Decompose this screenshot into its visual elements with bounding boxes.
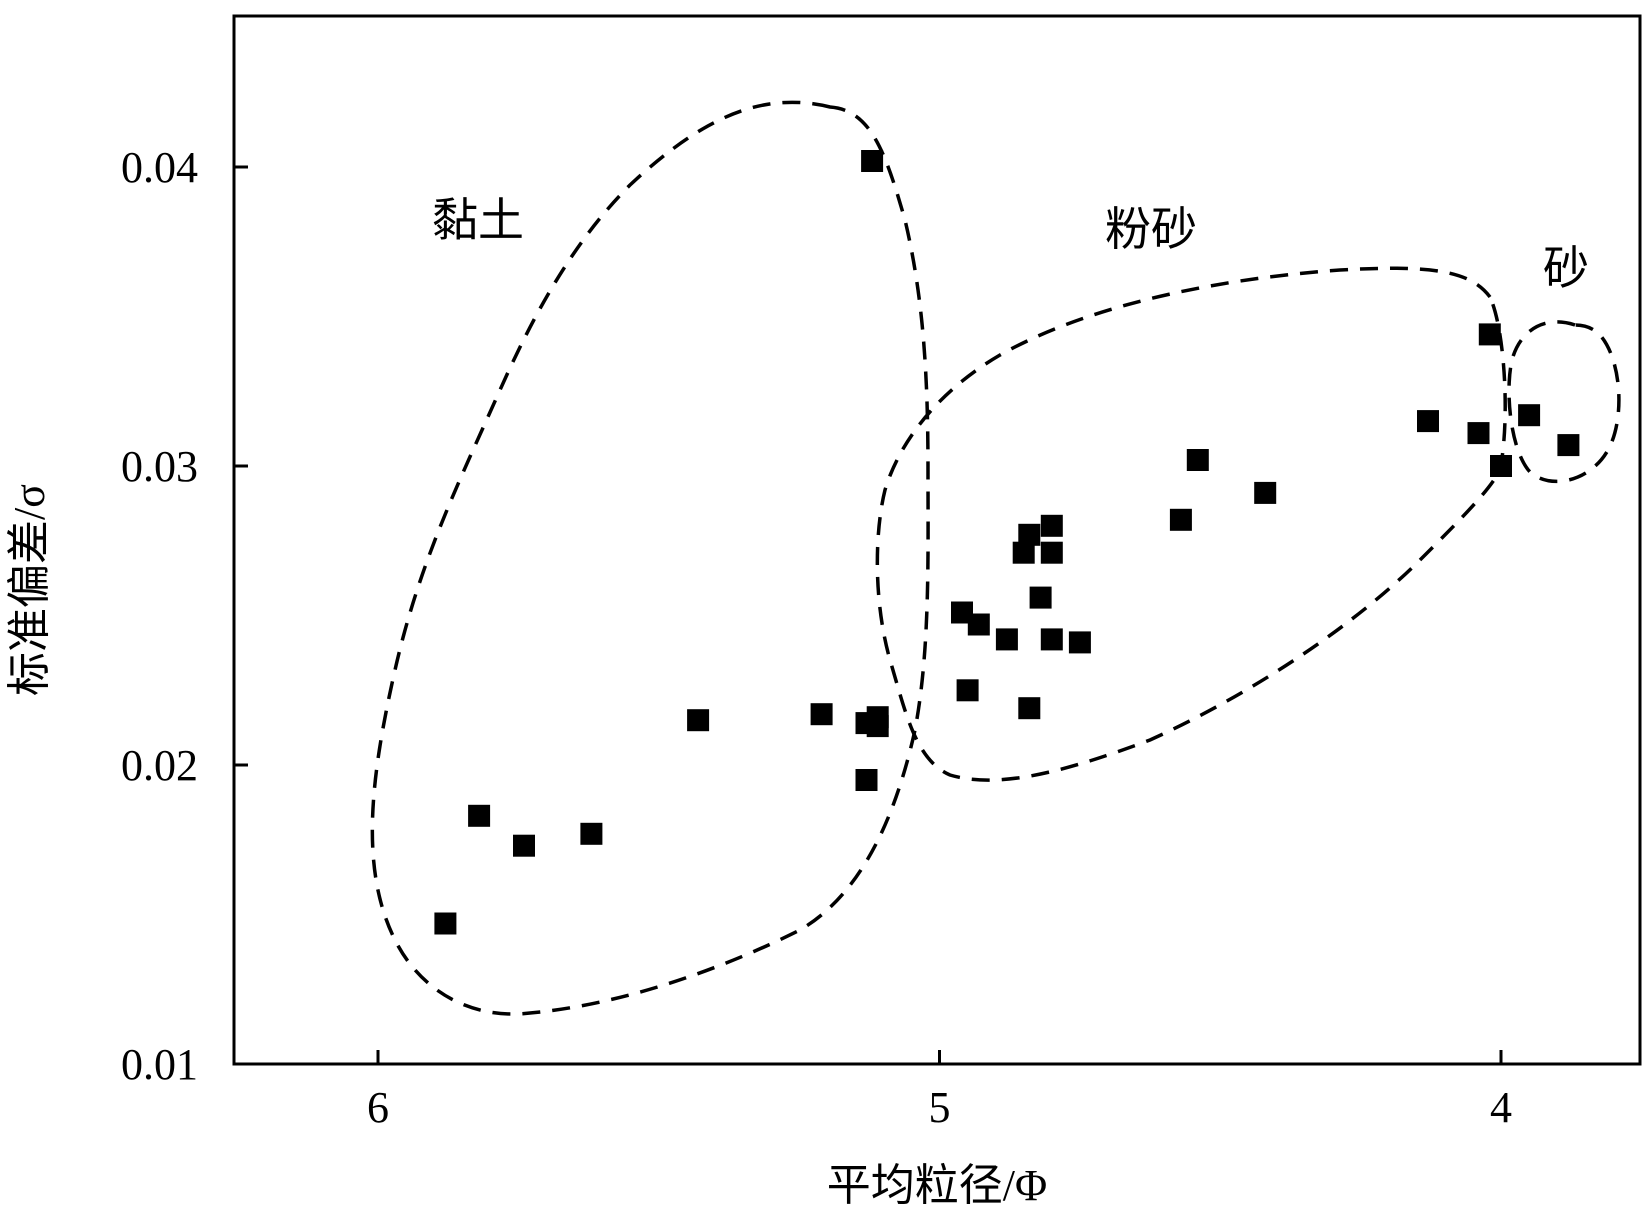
data-point xyxy=(1490,455,1512,477)
data-point xyxy=(1018,697,1041,720)
data-point xyxy=(1417,410,1439,433)
x-axis-label: 平均粒径/Φ xyxy=(827,1161,1047,1205)
data-point xyxy=(1467,422,1490,445)
y-axis-label: 标准偏差/σ xyxy=(5,484,54,696)
x-tick-label: 6 xyxy=(367,1083,389,1132)
data-point xyxy=(866,715,889,738)
data-point xyxy=(1518,404,1541,427)
data-point xyxy=(1040,628,1063,651)
plot-frame xyxy=(232,14,1642,1066)
y-tick-label: 0.04 xyxy=(121,143,198,192)
data-point xyxy=(468,804,491,827)
regions xyxy=(370,100,1621,1016)
data-point xyxy=(580,822,603,845)
data-point xyxy=(1068,631,1091,654)
data-point xyxy=(951,601,973,624)
region-label-clay: 黏土 xyxy=(432,195,524,246)
region-label-silt: 粉砂 xyxy=(1105,204,1197,255)
data-point xyxy=(513,834,535,857)
data-point xyxy=(810,703,833,726)
data-point xyxy=(1029,586,1052,609)
data-point xyxy=(995,628,1018,651)
region-label-sand: 砂 xyxy=(1543,243,1589,294)
data-point xyxy=(1018,523,1041,546)
data-points xyxy=(434,150,1580,935)
y-tick-label: 0.02 xyxy=(121,741,198,790)
region-sand-outline xyxy=(1507,320,1621,484)
x-tick-label: 5 xyxy=(929,1083,951,1132)
data-point xyxy=(861,150,884,172)
data-point xyxy=(1186,449,1209,471)
data-point xyxy=(956,679,979,702)
data-point xyxy=(1478,323,1501,346)
data-point xyxy=(1169,508,1192,531)
data-point xyxy=(1254,481,1277,504)
x-tick-label: 4 xyxy=(1490,1083,1512,1132)
data-point xyxy=(687,709,710,732)
data-point xyxy=(1040,514,1063,537)
y-tick-label: 0.01 xyxy=(121,1040,198,1089)
y-tick-label: 0.03 xyxy=(121,442,198,491)
data-point xyxy=(1040,541,1063,564)
data-point xyxy=(967,613,990,636)
region-silt-outline xyxy=(875,266,1507,782)
data-point xyxy=(855,769,878,791)
region-clay-outline xyxy=(370,100,930,1016)
data-point xyxy=(1557,434,1580,457)
data-point xyxy=(434,912,457,935)
data-point xyxy=(1012,541,1035,564)
y-axis-ticks: 0.01 0.02 0.03 0.04 xyxy=(121,143,248,1089)
x-axis-ticks: 6 5 4 xyxy=(367,1050,1512,1132)
